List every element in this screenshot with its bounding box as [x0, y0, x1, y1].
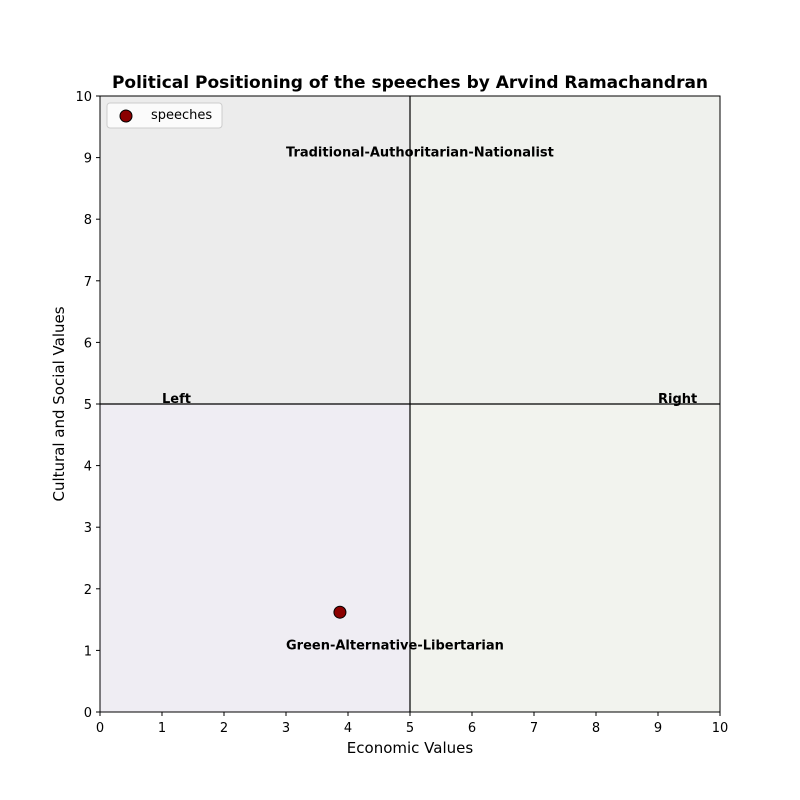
scatter-points [333, 605, 347, 619]
x-tick-label: 4 [344, 721, 352, 736]
x-tick-label: 0 [96, 721, 104, 736]
quadrant-annotation: Right [658, 392, 697, 407]
legend-marker [119, 109, 133, 123]
y-tick-label: 8 [84, 213, 92, 228]
quadrant-annotation: Green-Alternative-Libertarian [286, 638, 504, 653]
y-axis-ticks: 0 1 2 3 4 5 6 7 8 9 10 [75, 90, 100, 721]
y-tick-label: 2 [84, 583, 92, 598]
y-tick-label: 1 [84, 644, 92, 659]
y-tick-label: 4 [84, 460, 92, 475]
quadrant-top-right [410, 96, 720, 404]
y-tick-label: 9 [84, 152, 92, 167]
x-tick-label: 5 [406, 721, 414, 736]
quadrant-backgrounds [100, 96, 720, 712]
y-tick-label: 5 [84, 398, 92, 413]
x-tick-label: 2 [220, 721, 228, 736]
x-tick-label: 10 [712, 721, 729, 736]
x-tick-label: 6 [468, 721, 476, 736]
x-axis-label: Economic Values [347, 739, 474, 757]
x-axis-ticks: 0 1 2 3 4 5 6 7 8 9 10 [96, 712, 728, 736]
y-tick-label: 3 [84, 521, 92, 536]
chart-title: Political Positioning of the speeches by… [112, 73, 708, 93]
quadrant-annotation: Traditional-Authoritarian-Nationalist [286, 146, 554, 161]
x-tick-label: 7 [530, 721, 538, 736]
x-tick-label: 9 [654, 721, 662, 736]
quadrant-dividers [100, 96, 720, 712]
quadrant-bottom-left [100, 404, 410, 712]
legend: speeches [106, 102, 223, 129]
legend-label: speeches [151, 108, 212, 123]
y-tick-label: 6 [84, 336, 92, 351]
x-tick-label: 3 [282, 721, 290, 736]
quadrant-annotations: Traditional-Authoritarian-Nationalist Gre… [162, 146, 697, 654]
y-tick-label: 10 [75, 90, 92, 105]
y-tick-label: 7 [84, 275, 92, 290]
x-tick-label: 1 [158, 721, 166, 736]
quadrant-bottom-right [410, 404, 720, 712]
y-tick-label: 0 [84, 706, 92, 721]
x-tick-label: 8 [592, 721, 600, 736]
y-axis-label: Cultural and Social Values [50, 306, 68, 501]
quadrant-top-left [100, 96, 410, 404]
data-point [333, 605, 347, 619]
legend-box [106, 102, 223, 129]
quadrant-annotation: Left [162, 392, 191, 407]
